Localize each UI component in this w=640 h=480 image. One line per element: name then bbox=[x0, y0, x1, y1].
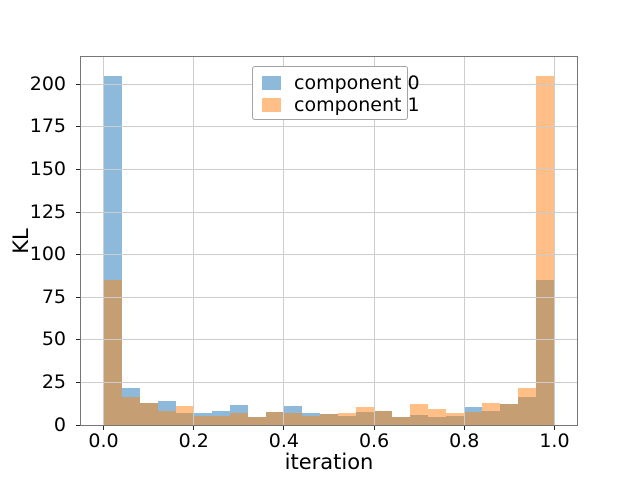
hist-bar-component-1 bbox=[356, 407, 375, 413]
gridline-horizontal bbox=[81, 168, 577, 170]
y-tick-mark bbox=[76, 424, 80, 426]
hist-bar-overlap bbox=[193, 416, 212, 425]
hist-bar-component-0 bbox=[464, 407, 483, 413]
hist-bar-overlap bbox=[247, 417, 266, 425]
legend: component 0 component 1 bbox=[252, 66, 420, 120]
hist-bar-overlap bbox=[428, 417, 447, 425]
hist-bar-component-1 bbox=[482, 402, 501, 412]
hist-bar-overlap bbox=[229, 413, 248, 425]
hist-bar-overlap bbox=[410, 414, 429, 425]
legend-label: component 0 bbox=[294, 72, 420, 94]
y-tick-label: 25 bbox=[41, 370, 66, 393]
x-tick-label: 0.0 bbox=[88, 430, 119, 452]
x-axis-label: iteration bbox=[284, 450, 374, 474]
y-tick-label: 150 bbox=[29, 157, 66, 180]
legend-entry: component 1 bbox=[262, 95, 420, 115]
hist-bar-overlap bbox=[482, 411, 501, 425]
hist-bar-component-1 bbox=[175, 406, 194, 414]
hist-bar-overlap bbox=[265, 412, 284, 425]
gridline-vertical bbox=[103, 57, 105, 425]
hist-bar-component-0 bbox=[157, 401, 176, 411]
gridline-horizontal bbox=[81, 381, 577, 383]
gridline-horizontal bbox=[81, 211, 577, 213]
y-tick-label: 100 bbox=[29, 243, 66, 266]
hist-bar-component-1 bbox=[428, 408, 447, 418]
hist-bar-overlap bbox=[338, 415, 357, 425]
x-tick-mark bbox=[283, 426, 285, 430]
x-tick-mark bbox=[103, 426, 105, 430]
hist-bar-overlap bbox=[301, 416, 320, 425]
legend-swatch-icon bbox=[262, 98, 281, 112]
hist-bar-overlap bbox=[211, 415, 230, 425]
gridline-horizontal bbox=[81, 296, 577, 298]
hist-bar-overlap bbox=[319, 413, 338, 425]
x-tick-label: 1.0 bbox=[539, 430, 570, 452]
y-tick-mark bbox=[76, 381, 80, 383]
hist-bar-overlap bbox=[283, 413, 302, 425]
gridline-horizontal bbox=[81, 126, 577, 128]
y-tick-label: 75 bbox=[41, 285, 66, 308]
y-tick-mark bbox=[76, 339, 80, 341]
x-tick-mark bbox=[373, 426, 375, 430]
hist-bar-overlap bbox=[356, 412, 375, 425]
hist-bar-component-1 bbox=[518, 387, 537, 397]
y-tick-mark bbox=[76, 168, 80, 170]
hist-bar-component-0 bbox=[193, 413, 212, 417]
hist-bar-overlap bbox=[175, 413, 194, 425]
y-tick-mark bbox=[76, 83, 80, 85]
y-tick-mark bbox=[76, 254, 80, 256]
hist-bar-overlap bbox=[103, 280, 122, 425]
legend-swatch-icon bbox=[262, 76, 281, 90]
y-axis-label: KL bbox=[9, 228, 33, 254]
hist-bar-component-0 bbox=[211, 410, 230, 416]
hist-bar-overlap bbox=[446, 415, 465, 425]
gridline-vertical bbox=[553, 57, 555, 425]
bars-layer bbox=[81, 57, 577, 425]
hist-bar-component-0 bbox=[301, 413, 320, 417]
hist-bar-overlap bbox=[392, 417, 411, 425]
x-tick-mark bbox=[193, 426, 195, 430]
gridline-horizontal bbox=[81, 339, 577, 341]
x-tick-label: 0.6 bbox=[358, 430, 390, 452]
hist-bar-overlap bbox=[121, 396, 140, 425]
y-tick-mark bbox=[76, 296, 80, 298]
x-tick-label: 0.4 bbox=[268, 430, 300, 452]
y-tick-label: 175 bbox=[29, 115, 66, 138]
hist-bar-component-0 bbox=[283, 406, 302, 414]
legend-label: component 1 bbox=[294, 94, 420, 116]
gridline-vertical bbox=[463, 57, 465, 425]
gridline-vertical bbox=[283, 57, 285, 425]
hist-bar-overlap bbox=[139, 402, 158, 425]
hist-bar-component-1 bbox=[446, 413, 465, 416]
hist-bar-overlap bbox=[464, 412, 483, 425]
hist-bar-component-1 bbox=[410, 403, 429, 415]
hist-bar-overlap bbox=[536, 280, 555, 425]
hist-bar-overlap bbox=[374, 411, 393, 425]
y-tick-mark bbox=[76, 126, 80, 128]
hist-bar-overlap bbox=[157, 410, 176, 425]
hist-bar-component-0 bbox=[121, 387, 140, 397]
x-tick-mark bbox=[553, 426, 555, 430]
grid-layer bbox=[81, 57, 577, 425]
gridline-horizontal bbox=[81, 254, 577, 256]
hist-bar-overlap bbox=[518, 396, 537, 425]
gridline-vertical bbox=[373, 57, 375, 425]
y-tick-label: 200 bbox=[29, 72, 66, 95]
y-tick-label: 0 bbox=[53, 413, 66, 436]
y-tick-label: 125 bbox=[29, 200, 66, 223]
hist-bar-component-0 bbox=[229, 404, 248, 414]
x-tick-label: 0.8 bbox=[449, 430, 480, 452]
x-tick-mark bbox=[463, 426, 465, 430]
hist-bar-overlap bbox=[500, 403, 519, 425]
x-tick-label: 0.2 bbox=[178, 430, 209, 452]
hist-bar-component-1 bbox=[338, 413, 357, 416]
y-tick-label: 50 bbox=[41, 328, 66, 351]
gridline-vertical bbox=[193, 57, 195, 425]
y-tick-mark bbox=[76, 211, 80, 213]
legend-entry: component 0 bbox=[262, 73, 420, 93]
